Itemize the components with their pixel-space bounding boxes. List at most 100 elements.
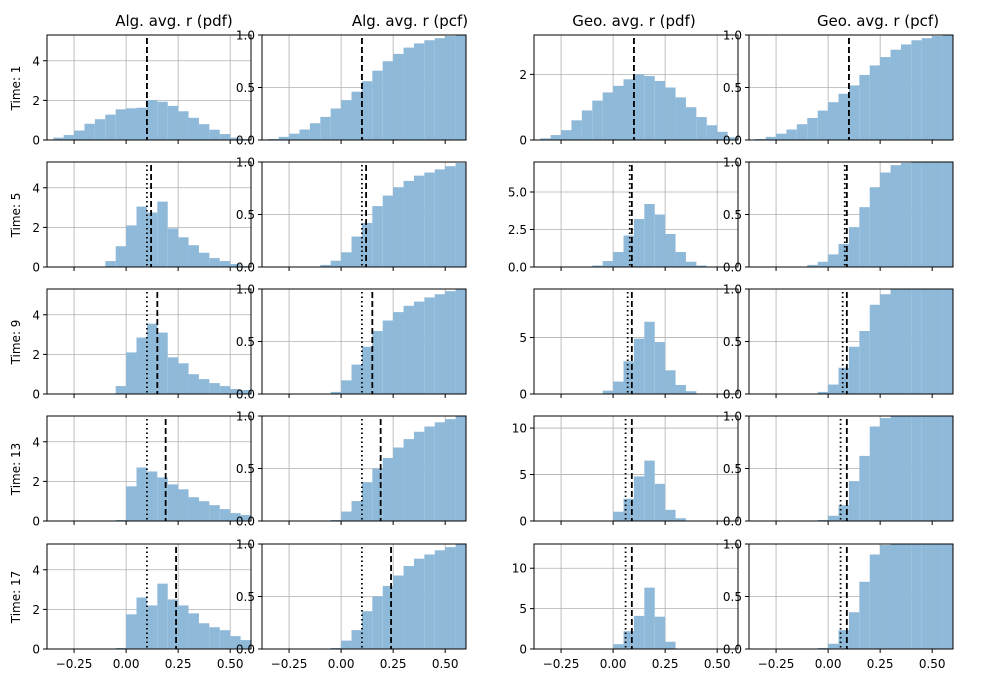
histogram-bar xyxy=(136,107,147,140)
y-tick-label: 0.0 xyxy=(236,388,255,402)
histogram-bar xyxy=(828,254,839,267)
panel-frame xyxy=(533,543,739,650)
histogram-bar xyxy=(942,289,953,394)
histogram-bar xyxy=(817,110,829,140)
histogram-bar xyxy=(869,426,881,521)
panel-r5-c4: 0.0 0.5 1.0 −0.25 0.00 0.25 0.50 xyxy=(723,538,954,671)
panel-frame xyxy=(533,161,739,268)
panel-r2-c1: 0 2 4 xyxy=(32,161,252,275)
histogram-bar xyxy=(755,138,766,140)
histogram-bar xyxy=(859,581,870,649)
panel-r3-c4: 0.0 0.5 1.0 xyxy=(723,283,954,402)
histogram-bar xyxy=(455,416,466,521)
histogram-bar xyxy=(613,381,624,394)
x-tick-label: −0.25 xyxy=(758,657,795,671)
histogram-bar xyxy=(581,110,593,140)
histogram-bar xyxy=(838,367,849,394)
histogram-bar xyxy=(880,418,891,521)
histogram-bars xyxy=(540,74,738,140)
y-tick-label: 0 xyxy=(519,134,527,148)
row-label-time-13: Time: 13 xyxy=(9,443,23,497)
histogram-bar xyxy=(240,515,251,521)
histogram-bar xyxy=(807,117,818,140)
y-tick-label: 1.0 xyxy=(236,156,255,170)
panel-r4-c4: 0.0 0.5 1.0 xyxy=(723,410,954,529)
histogram-bar xyxy=(240,640,251,649)
histogram-bar xyxy=(188,117,199,140)
histogram-bar xyxy=(838,505,849,521)
histogram-bar xyxy=(178,363,189,394)
x-tick-label: 0.25 xyxy=(380,657,407,671)
histogram-bar xyxy=(393,53,404,140)
y-tick-label: 2 xyxy=(32,475,40,489)
y-tick-label: 2 xyxy=(32,348,40,362)
histogram-bar xyxy=(146,471,158,521)
histogram-bar xyxy=(167,484,179,521)
histogram-bar xyxy=(230,389,241,394)
histogram-bar xyxy=(330,260,342,267)
histogram-bar xyxy=(230,513,241,521)
y-tick-label: 0.5 xyxy=(236,590,255,604)
histogram-bar xyxy=(219,261,231,267)
histogram-bars xyxy=(817,416,953,521)
x-tick-label: 0.00 xyxy=(328,657,355,671)
histogram-bar xyxy=(817,647,829,649)
histogram-bar xyxy=(209,383,220,394)
histogram-bar xyxy=(602,390,614,394)
histogram-bar xyxy=(932,162,943,267)
histogram-bar xyxy=(540,138,551,140)
panel-frame xyxy=(46,543,252,650)
histogram-bar xyxy=(633,219,645,267)
panel-frame xyxy=(46,34,252,141)
histogram-bar xyxy=(382,458,394,521)
histogram-bar xyxy=(74,130,85,140)
histogram-bar xyxy=(880,57,891,140)
panel-r2-c3: 0.0 2.5 5.0 xyxy=(508,161,739,275)
histogram-bars xyxy=(115,323,251,394)
histogram-bar xyxy=(900,163,912,267)
histogram-bar xyxy=(644,321,655,394)
histogram-bars xyxy=(817,544,953,649)
histogram-bar xyxy=(393,447,404,521)
histogram-bar xyxy=(807,264,818,267)
panel-r4-c3: 0 5 10 xyxy=(512,415,739,529)
histogram-bar xyxy=(126,486,137,521)
histogram-bar xyxy=(188,374,199,394)
histogram-bar xyxy=(654,616,666,649)
histogram-bar xyxy=(848,612,860,649)
histogram-bar xyxy=(393,187,404,267)
histogram-bar xyxy=(434,38,446,140)
x-tick-label: 0.50 xyxy=(919,657,946,671)
panel-r3-c3: 05 xyxy=(519,288,739,402)
x-tick-label: 0.00 xyxy=(113,657,140,671)
x-tick-label: 0.00 xyxy=(600,657,627,671)
histogram-bar xyxy=(115,109,127,140)
histogram-bar xyxy=(219,630,231,649)
y-tick-label: 0.5 xyxy=(723,81,742,95)
histogram-bar xyxy=(675,252,686,267)
histogram-bar xyxy=(921,38,933,140)
histogram-bar xyxy=(230,137,241,140)
x-tick-label: −0.25 xyxy=(543,657,580,671)
histogram-bar xyxy=(613,511,624,521)
y-tick-label: 1.0 xyxy=(723,156,742,170)
histogram-bar xyxy=(157,101,168,140)
panel-r5-c3: 0 5 10 −0.25 0.00 0.25 0.50 xyxy=(512,543,739,671)
y-tick-label: 0.0 xyxy=(723,643,742,657)
histogram-bar xyxy=(654,342,666,394)
y-tick-label: 4 xyxy=(32,54,40,68)
histogram-bar xyxy=(188,497,199,521)
histogram-bar xyxy=(382,320,394,394)
histogram-bars xyxy=(330,416,466,521)
histogram-bar xyxy=(413,175,425,267)
y-tick-label: 1.0 xyxy=(236,29,255,43)
y-tick-label: 10 xyxy=(512,562,527,576)
histogram-bar xyxy=(921,416,933,521)
y-tick-label: 2 xyxy=(519,68,527,82)
histogram-bar xyxy=(136,206,147,267)
histogram-bar xyxy=(706,125,718,140)
histogram-bar xyxy=(561,130,572,140)
y-tick-label: 4 xyxy=(32,563,40,577)
histogram-bar xyxy=(900,544,912,649)
